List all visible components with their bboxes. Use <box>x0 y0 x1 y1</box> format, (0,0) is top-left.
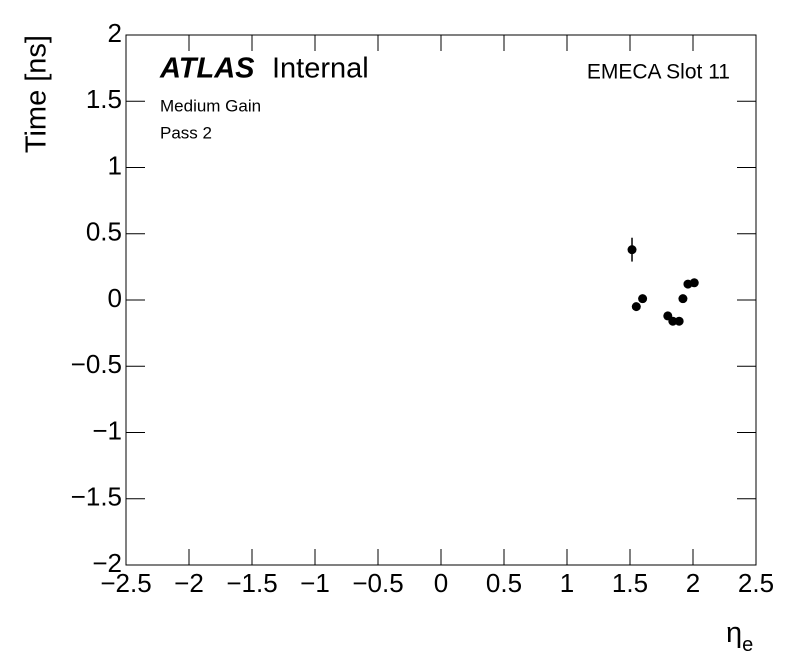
y-tick-label: −0.5 <box>71 349 122 379</box>
y-tick-label: −1 <box>92 415 122 445</box>
x-axis-symbol: η <box>726 617 742 649</box>
y-tick-label: −1.5 <box>71 482 122 512</box>
x-tick-label: 0.5 <box>486 568 522 598</box>
annotation: Medium Gain <box>160 96 261 115</box>
data-point <box>627 245 637 255</box>
x-tick-label: 0 <box>434 568 448 598</box>
annotation: Pass 2 <box>160 123 212 142</box>
x-axis-subscript: e <box>742 634 753 656</box>
region-label: EMECA Slot 11 <box>587 61 730 84</box>
data-point <box>638 294 648 304</box>
x-tick-label: 2 <box>686 568 700 598</box>
y-tick-label: 1 <box>108 150 122 180</box>
atlas-status: Internal <box>272 53 369 85</box>
y-tick-label: 0 <box>108 283 122 313</box>
atlas-label: ATLAS <box>159 53 255 85</box>
y-tick-label: −2 <box>92 548 122 578</box>
data-point <box>631 302 641 312</box>
y-axis-title: Time [ns] <box>21 35 53 153</box>
y-tick-label: 1.5 <box>86 84 122 114</box>
x-tick-label: −2 <box>174 568 204 598</box>
y-tick-label: 0.5 <box>86 217 122 247</box>
x-tick-label: 1 <box>560 568 574 598</box>
x-tick-label: −2.5 <box>100 568 151 598</box>
x-tick-label: −0.5 <box>352 568 403 598</box>
x-axis-title: ηe <box>726 617 753 657</box>
x-tick-label: −1.5 <box>226 568 277 598</box>
x-tick-label: −1 <box>300 568 330 598</box>
data-point <box>689 278 699 288</box>
x-tick-label: 1.5 <box>612 568 648 598</box>
x-tick-label: 2.5 <box>738 568 774 598</box>
y-tick-label: 2 <box>108 18 122 48</box>
data-point <box>674 316 684 326</box>
data-point <box>668 316 678 326</box>
data-point <box>678 294 688 304</box>
